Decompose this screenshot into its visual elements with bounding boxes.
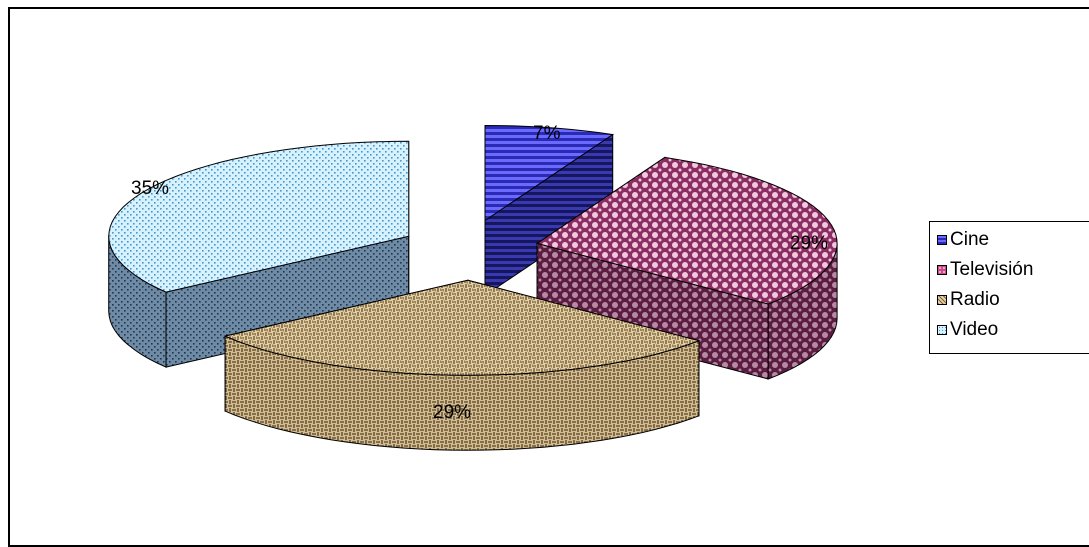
data-label-cine: 7% <box>533 123 561 144</box>
pie-slice-top-cine <box>484 124 615 222</box>
data-label-video: 35% <box>131 178 170 199</box>
legend-label-video: Video <box>950 319 999 340</box>
pie-slice-television <box>535 156 838 380</box>
legend-item-radio: Radio <box>937 288 1000 312</box>
pie-slice-top-television <box>535 156 838 305</box>
pie-slice-cine <box>484 124 615 297</box>
legend-swatch-television <box>937 265 947 275</box>
legend-label-radio: Radio <box>950 289 1000 310</box>
pie-slice-top-radio <box>223 279 701 376</box>
data-label-radio: 29% <box>433 402 472 423</box>
pie-slice-top-video <box>108 140 410 293</box>
legend-item-cine: Cine <box>937 228 989 252</box>
legend-swatch-video <box>937 325 947 335</box>
data-label-television: 29% <box>790 233 829 254</box>
legend-label-television: Televisión <box>950 259 1034 280</box>
chart-legend: Cine Televisión Radio Video <box>929 221 1089 354</box>
pie-slice-radio <box>223 279 701 451</box>
legend-swatch-radio <box>937 295 947 305</box>
pie-chart-3d <box>108 124 838 451</box>
pie-slice-video <box>108 140 410 368</box>
legend-item-video: Video <box>937 318 998 342</box>
legend-label-cine: Cine <box>950 229 990 250</box>
legend-swatch-cine <box>937 235 947 245</box>
legend-item-television: Televisión <box>937 258 1033 282</box>
